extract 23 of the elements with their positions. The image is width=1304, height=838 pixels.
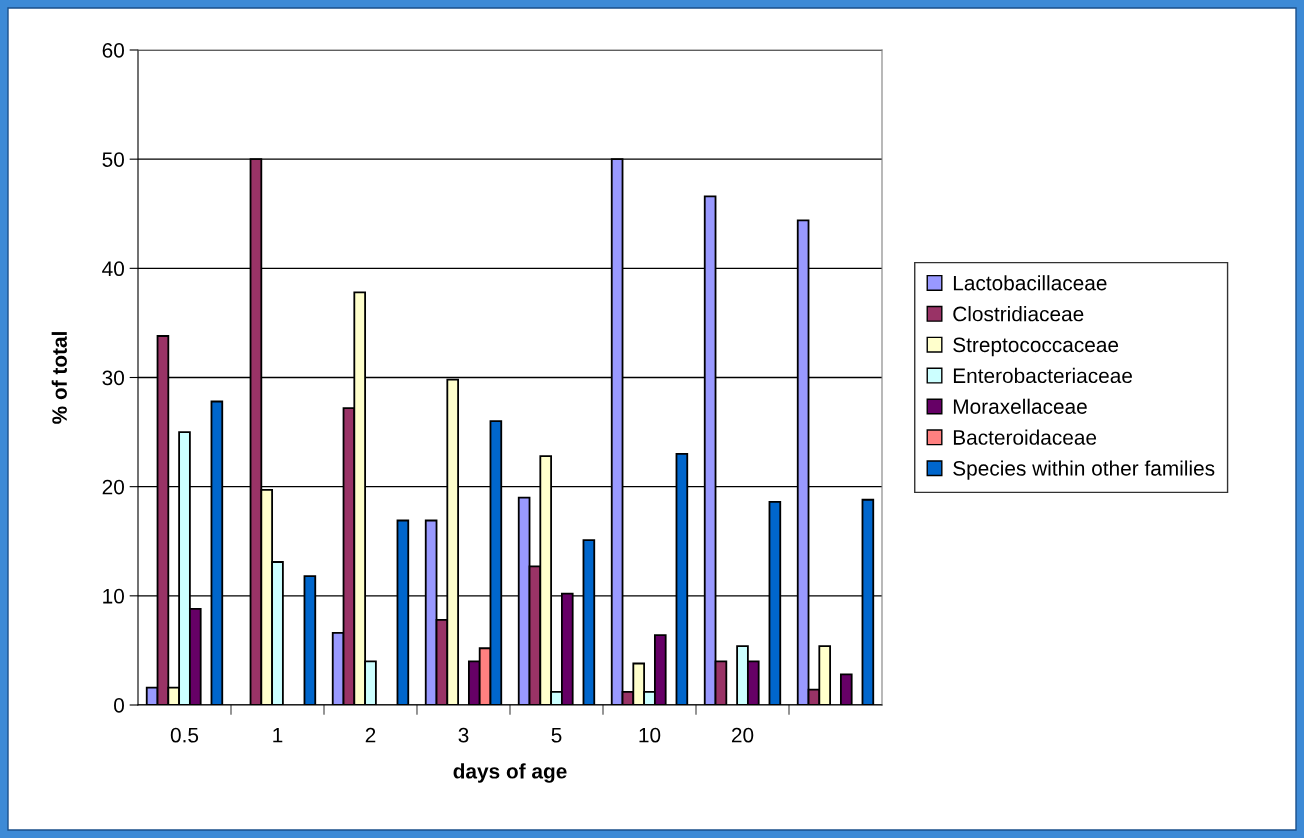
legend-label: Enterobacteriaceae: [953, 367, 1132, 384]
x-tick-label: 3: [458, 727, 469, 743]
y-tick-label: 10: [103, 588, 124, 604]
legend-label: Bacteroidaceae: [953, 429, 1097, 445]
y-tick-label: 40: [102, 261, 124, 277]
x-tick-label: 2: [365, 727, 376, 743]
y-axis-title: % of total: [51, 332, 67, 424]
legend-label: Species within other families: [953, 460, 1215, 480]
legend-label: Streptococcaceae: [953, 337, 1119, 357]
x-tick-label: 0.5: [170, 727, 199, 743]
y-tick-label: 60: [102, 43, 124, 58]
x-tick-label: 20: [731, 727, 754, 743]
y-tick-label: 20: [102, 479, 124, 495]
x-tick-label: 5: [551, 727, 562, 743]
legend-label: Lactobacillaceae: [953, 275, 1107, 291]
y-tick-label: 30: [102, 370, 124, 386]
x-tick-label: 10: [639, 727, 661, 743]
y-tick-label: 0: [114, 698, 124, 713]
x-axis-title: days of age: [453, 763, 567, 783]
x-tick-label: 1: [273, 727, 283, 743]
legend-label: Moraxellaceae: [953, 398, 1087, 414]
y-tick-label: 50: [102, 152, 124, 167]
legend-label: Clostridiaceae: [953, 306, 1084, 322]
